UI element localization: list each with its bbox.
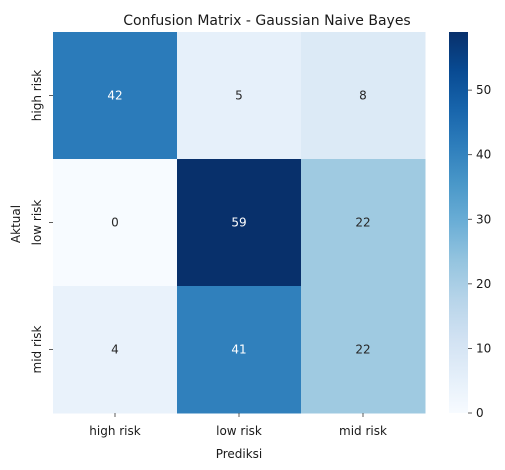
heatmap-cell bbox=[177, 159, 302, 287]
y-tick-label: mid risk bbox=[30, 325, 44, 373]
x-tick-label: mid risk bbox=[339, 424, 387, 438]
heatmap-cell bbox=[53, 159, 178, 287]
colorbar-tick-label: 50 bbox=[476, 83, 491, 97]
chart-title: Confusion Matrix - Gaussian Naive Bayes bbox=[123, 13, 410, 29]
x-axis-ticks: high risk low risk mid risk bbox=[89, 413, 387, 438]
heatmap-cell bbox=[301, 159, 426, 287]
x-tick-label: high risk bbox=[89, 424, 140, 438]
heatmap-cell bbox=[301, 32, 426, 160]
y-axis-label: Aktual bbox=[9, 205, 23, 243]
colorbar-tick-label: 20 bbox=[476, 277, 491, 291]
heatmap-cells: 42 5 8 0 59 22 4 41 22 bbox=[53, 32, 426, 414]
cell-value-label: 59 bbox=[231, 216, 246, 230]
colorbar-tick-label: 40 bbox=[476, 148, 491, 162]
cell-value-label: 41 bbox=[231, 343, 246, 357]
cell-value-label: 22 bbox=[355, 216, 370, 230]
heatmap-cell bbox=[177, 32, 302, 160]
cell-value-label: 5 bbox=[235, 89, 243, 103]
heatmap-cell bbox=[301, 286, 426, 414]
cell-value-label: 8 bbox=[359, 89, 367, 103]
colorbar-tick-label: 0 bbox=[476, 406, 484, 420]
colorbar-tick-label: 10 bbox=[476, 341, 491, 355]
colorbar bbox=[449, 32, 468, 413]
y-axis-ticks: high risk low risk mid risk bbox=[30, 70, 53, 373]
y-tick-label: low risk bbox=[30, 200, 44, 246]
cell-value-label: 42 bbox=[107, 89, 122, 103]
heatmap-cell bbox=[177, 286, 302, 414]
heatmap-cell bbox=[53, 32, 178, 160]
colorbar-ticks: 0 10 20 30 40 50 bbox=[468, 83, 491, 420]
x-axis-label: Prediksi bbox=[216, 447, 263, 461]
heatmap-cell bbox=[53, 286, 178, 414]
colorbar-tick-label: 30 bbox=[476, 212, 491, 226]
x-tick-label: low risk bbox=[216, 424, 262, 438]
y-tick-label: high risk bbox=[30, 70, 44, 121]
cell-value-label: 0 bbox=[111, 216, 119, 230]
cell-value-label: 22 bbox=[355, 343, 370, 357]
cell-value-label: 4 bbox=[111, 343, 119, 357]
